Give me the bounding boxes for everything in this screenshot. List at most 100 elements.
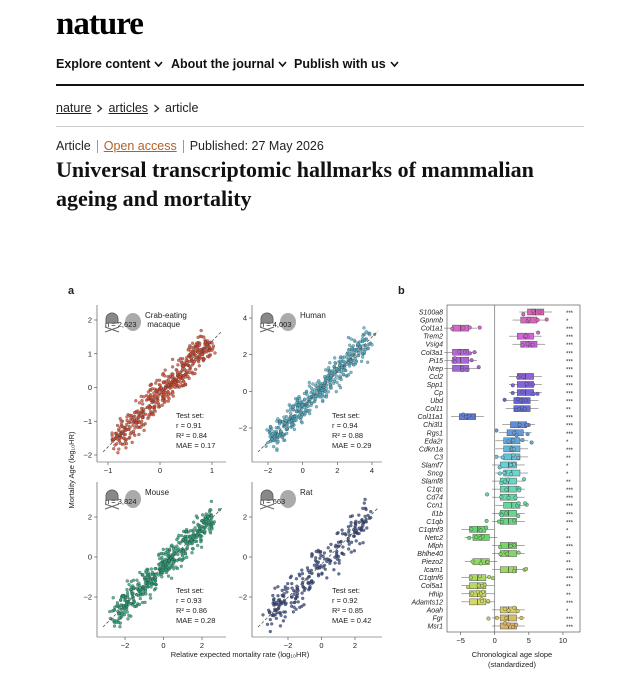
scatter-dot xyxy=(289,414,293,418)
scatter-dot xyxy=(362,326,366,330)
gene-label: Cdkn1a xyxy=(419,446,443,453)
scatter-dot xyxy=(143,589,148,593)
scatter-dot xyxy=(149,383,153,387)
gene-dot xyxy=(475,589,480,594)
scatter-dot xyxy=(186,348,190,352)
gene-dot xyxy=(523,501,528,506)
significance: * xyxy=(566,472,569,478)
gene-dot xyxy=(516,455,521,460)
scatter-dot xyxy=(132,586,136,590)
gene-dot xyxy=(506,495,511,500)
scatter-dot xyxy=(125,415,129,419)
gene-dot xyxy=(512,518,517,523)
gene-dot xyxy=(460,368,465,373)
test-stat: MAE = 0.42 xyxy=(332,616,371,625)
nav-label[interactable]: Publish with us xyxy=(294,57,386,71)
x-tick-label: 2 xyxy=(353,641,357,650)
x-axis-label: Relative expected mortality rate (log₁₀H… xyxy=(171,650,310,659)
breadcrumb-link[interactable]: nature xyxy=(56,101,92,115)
scatter-dot xyxy=(332,364,337,368)
breadcrumb-link[interactable]: articles xyxy=(108,101,149,115)
scatter-dot xyxy=(298,574,302,578)
scatter-dot xyxy=(283,585,287,589)
scatter-dot xyxy=(278,422,282,426)
gene-dot xyxy=(521,374,526,379)
significance: *** xyxy=(566,544,574,550)
fit-line xyxy=(257,507,379,628)
scatter-dot xyxy=(191,547,195,551)
scatter-dot xyxy=(361,334,365,338)
gene-dot xyxy=(486,599,491,604)
scatter-dot xyxy=(191,532,196,536)
scatter-dot xyxy=(183,551,188,555)
gene-label: Col11 xyxy=(425,406,443,413)
scatter-dot xyxy=(158,562,162,566)
nav-item[interactable]: Explore content xyxy=(56,57,164,71)
x-axis-label: (standardized) xyxy=(488,660,536,669)
scatter-dot xyxy=(309,386,313,390)
scatter-dot xyxy=(190,551,194,555)
scatter-dot xyxy=(171,372,175,376)
gene-dot xyxy=(477,574,482,579)
significance: ** xyxy=(566,585,571,591)
gene-dot xyxy=(525,341,530,346)
scatter-dot xyxy=(304,408,308,412)
gene-label: Ubd xyxy=(430,398,444,405)
significance: *** xyxy=(566,569,574,575)
scatter-dot xyxy=(322,551,326,555)
logo[interactable]: nature xyxy=(56,6,144,42)
scatter-dot xyxy=(365,526,369,530)
scatter-dot xyxy=(311,580,315,584)
sample-size: n = 3,824 xyxy=(105,497,137,506)
scatter-dot xyxy=(337,376,341,380)
gene-label: Trem2 xyxy=(423,334,443,341)
scatter-dot xyxy=(326,374,330,378)
open-access[interactable]: Open access xyxy=(96,140,183,153)
nav-label[interactable]: About the journal xyxy=(171,57,275,71)
nav-label[interactable]: Explore content xyxy=(56,57,151,71)
scatter-dot xyxy=(328,361,332,365)
nav-item[interactable]: About the journal xyxy=(171,57,288,71)
significance: ** xyxy=(566,536,571,542)
scatter-dot xyxy=(194,353,198,357)
gene-label: Col1a1 xyxy=(421,326,443,333)
y-tick-label: −2 xyxy=(238,593,247,602)
gene-dot xyxy=(506,608,511,613)
scatter-dot xyxy=(333,356,337,360)
scatter-dot xyxy=(349,370,353,374)
scatter-dot xyxy=(358,345,362,349)
scatter-dot xyxy=(200,529,204,534)
scatter-dot xyxy=(203,529,207,533)
y-axis-label: Mortality Age (log₁₀HR) xyxy=(67,431,76,508)
gene-dot xyxy=(514,622,519,627)
significance: *** xyxy=(566,375,574,381)
gene-dot xyxy=(512,605,517,610)
significance: *** xyxy=(566,343,574,349)
scatter-dot xyxy=(329,542,333,547)
scatter-dot xyxy=(186,374,190,379)
scatter-dot xyxy=(161,380,165,384)
scatter-dot xyxy=(144,412,148,416)
scatter-dot xyxy=(153,395,157,399)
scatter-dot xyxy=(278,597,282,602)
scatter-dot xyxy=(349,337,353,341)
scatter-dot xyxy=(298,396,302,400)
scatter-dot xyxy=(110,433,114,437)
scatter-dot xyxy=(141,402,145,406)
scatter-dot xyxy=(166,390,170,394)
scatter-dot xyxy=(311,382,315,386)
gene-dot xyxy=(469,527,474,532)
scatter-dot xyxy=(339,360,343,364)
scatter-dot xyxy=(363,497,367,501)
scatter-dot xyxy=(163,374,167,378)
nav-item[interactable]: Publish with us xyxy=(294,57,399,71)
scatter-dot xyxy=(363,514,367,519)
test-stat: Test set: xyxy=(176,411,204,420)
scatter-dot xyxy=(171,547,176,551)
scatter-dot xyxy=(170,576,174,580)
scatter-cloud xyxy=(110,328,217,455)
scatter-dot xyxy=(282,425,286,429)
scatter-dot xyxy=(136,409,140,413)
gene-dot xyxy=(503,511,508,516)
gene-dot xyxy=(500,520,505,525)
